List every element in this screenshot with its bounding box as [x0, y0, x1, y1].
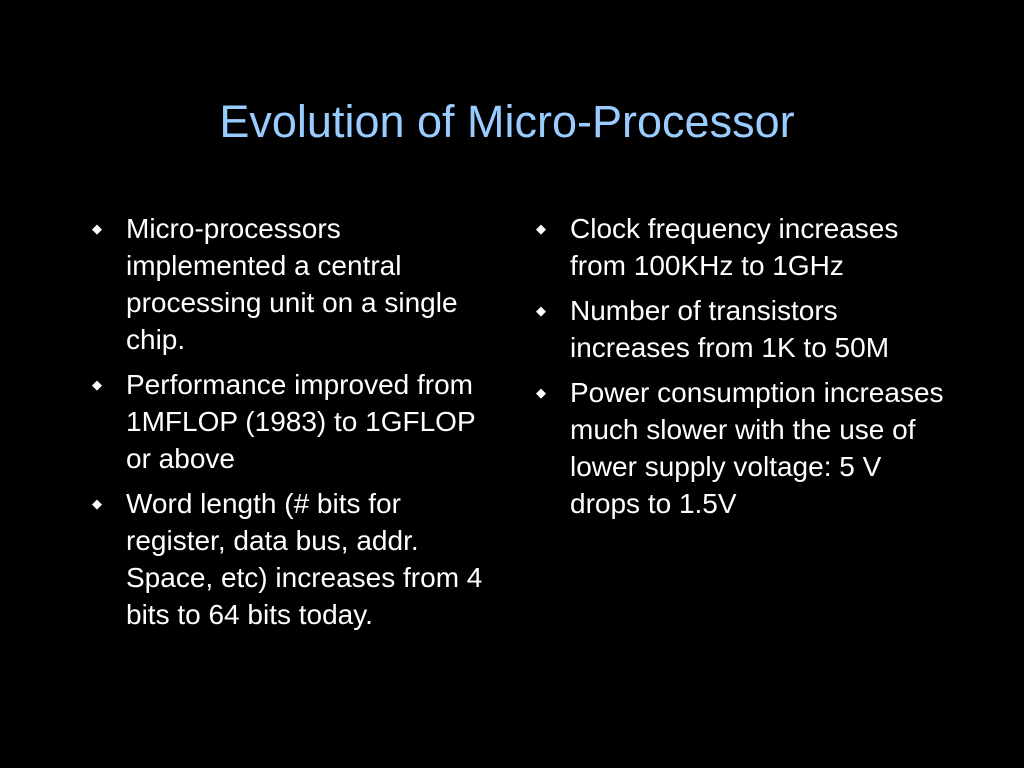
list-item: ◆ Micro-processors implemented a central…: [90, 210, 500, 358]
diamond-bullet-icon: ◆: [536, 303, 546, 318]
bullet-text: Performance improved from 1MFLOP (1983) …: [126, 369, 476, 474]
list-item: ◆ Performance improved from 1MFLOP (1983…: [90, 366, 500, 477]
diamond-bullet-icon: ◆: [92, 377, 102, 392]
bullet-text: Clock frequency increases from 100KHz to…: [570, 213, 899, 281]
bullet-text: Power consumption increases much slower …: [570, 377, 944, 519]
diamond-bullet-icon: ◆: [536, 221, 546, 236]
diamond-bullet-icon: ◆: [92, 221, 102, 236]
diamond-bullet-icon: ◆: [92, 496, 102, 511]
diamond-bullet-icon: ◆: [536, 385, 546, 400]
right-bullet-list: ◆ Clock frequency increases from 100KHz …: [534, 210, 944, 530]
list-item: ◆ Clock frequency increases from 100KHz …: [534, 210, 944, 284]
list-item: ◆ Power consumption increases much slowe…: [534, 374, 944, 522]
list-item: ◆ Word length (# bits for register, data…: [90, 485, 500, 633]
list-item: ◆ Number of transistors increases from 1…: [534, 292, 944, 366]
bullet-text: Word length (# bits for register, data b…: [126, 488, 483, 630]
bullet-text: Micro-processors implemented a central p…: [126, 213, 458, 355]
bullet-text: Number of transistors increases from 1K …: [570, 295, 890, 363]
slide-title: Evolution of Micro-Processor: [219, 96, 795, 147]
left-bullet-list: ◆ Micro-processors implemented a central…: [90, 210, 500, 641]
